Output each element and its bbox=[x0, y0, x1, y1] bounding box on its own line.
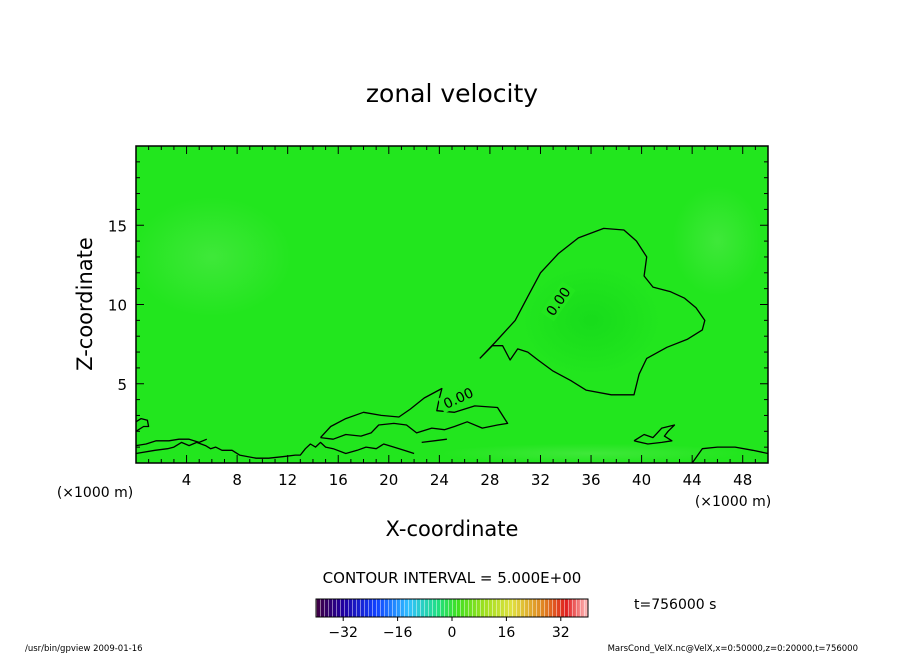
colorbar-tick-label: 0 bbox=[448, 625, 457, 641]
x-tick-label: 4 bbox=[182, 471, 192, 489]
x-tick-label: 44 bbox=[683, 471, 702, 489]
colorbar-tick-label: 32 bbox=[552, 625, 570, 641]
contour-label-bg bbox=[540, 281, 576, 322]
contour-line bbox=[421, 438, 447, 444]
x-tick-label: 24 bbox=[430, 471, 449, 489]
contour-line bbox=[135, 417, 150, 432]
contour-lines: 0.000.00 bbox=[135, 227, 769, 464]
colorbar-tick-label: 16 bbox=[497, 625, 515, 641]
colorbar-ticks: −32 −16 0 16 32 bbox=[328, 617, 570, 641]
contour-line bbox=[691, 446, 769, 464]
y-tick-label: 10 bbox=[108, 297, 127, 315]
y-tick-label: 5 bbox=[117, 376, 127, 394]
contour-line bbox=[320, 387, 509, 440]
x-unit-label: (×1000 m) bbox=[695, 494, 771, 510]
colorbar-tick-label: −32 bbox=[328, 625, 358, 641]
x-tick-label: 8 bbox=[232, 471, 242, 489]
x-tick-label: 28 bbox=[480, 471, 499, 489]
shade-blob bbox=[131, 196, 292, 317]
x-tick-label: 20 bbox=[379, 471, 398, 489]
shade-blob bbox=[521, 265, 662, 376]
x-tick-label: 36 bbox=[581, 471, 600, 489]
x-tick-label: 32 bbox=[531, 471, 550, 489]
contour-line bbox=[135, 441, 415, 459]
field-shading bbox=[131, 186, 763, 464]
y-unit-label: (×1000 m) bbox=[57, 485, 133, 501]
contour-line bbox=[479, 227, 706, 396]
x-tick-label: 48 bbox=[733, 471, 752, 489]
x-tick-label: 40 bbox=[632, 471, 651, 489]
colorbar-tick-label: −16 bbox=[383, 625, 413, 641]
chart-title: zonal velocity bbox=[366, 79, 538, 108]
x-tick-label: 16 bbox=[329, 471, 348, 489]
contour-line bbox=[633, 424, 676, 445]
y-tick-label: 15 bbox=[108, 217, 127, 235]
x-tick-label: 12 bbox=[278, 471, 297, 489]
shade-blob bbox=[672, 186, 763, 297]
footer-left: /usr/bin/gpview 2009-01-16 bbox=[25, 644, 143, 654]
contour-line bbox=[135, 438, 208, 447]
contour-interval-text: CONTOUR INTERVAL = 5.000E+00 bbox=[323, 569, 582, 587]
time-label: t=756000 s bbox=[634, 597, 716, 613]
y-axis-label: Z-coordinate bbox=[73, 237, 97, 371]
shade-blob bbox=[441, 443, 742, 464]
contour-label-bg bbox=[437, 382, 479, 414]
footer-right: MarsCond_VelX.nc@VelX,x=0:50000,z=0:2000… bbox=[608, 644, 858, 654]
x-axis-label: X-coordinate bbox=[386, 517, 519, 541]
colorbar: −32 −16 0 16 32 bbox=[315, 598, 589, 641]
colorbar-lines bbox=[316, 599, 588, 617]
